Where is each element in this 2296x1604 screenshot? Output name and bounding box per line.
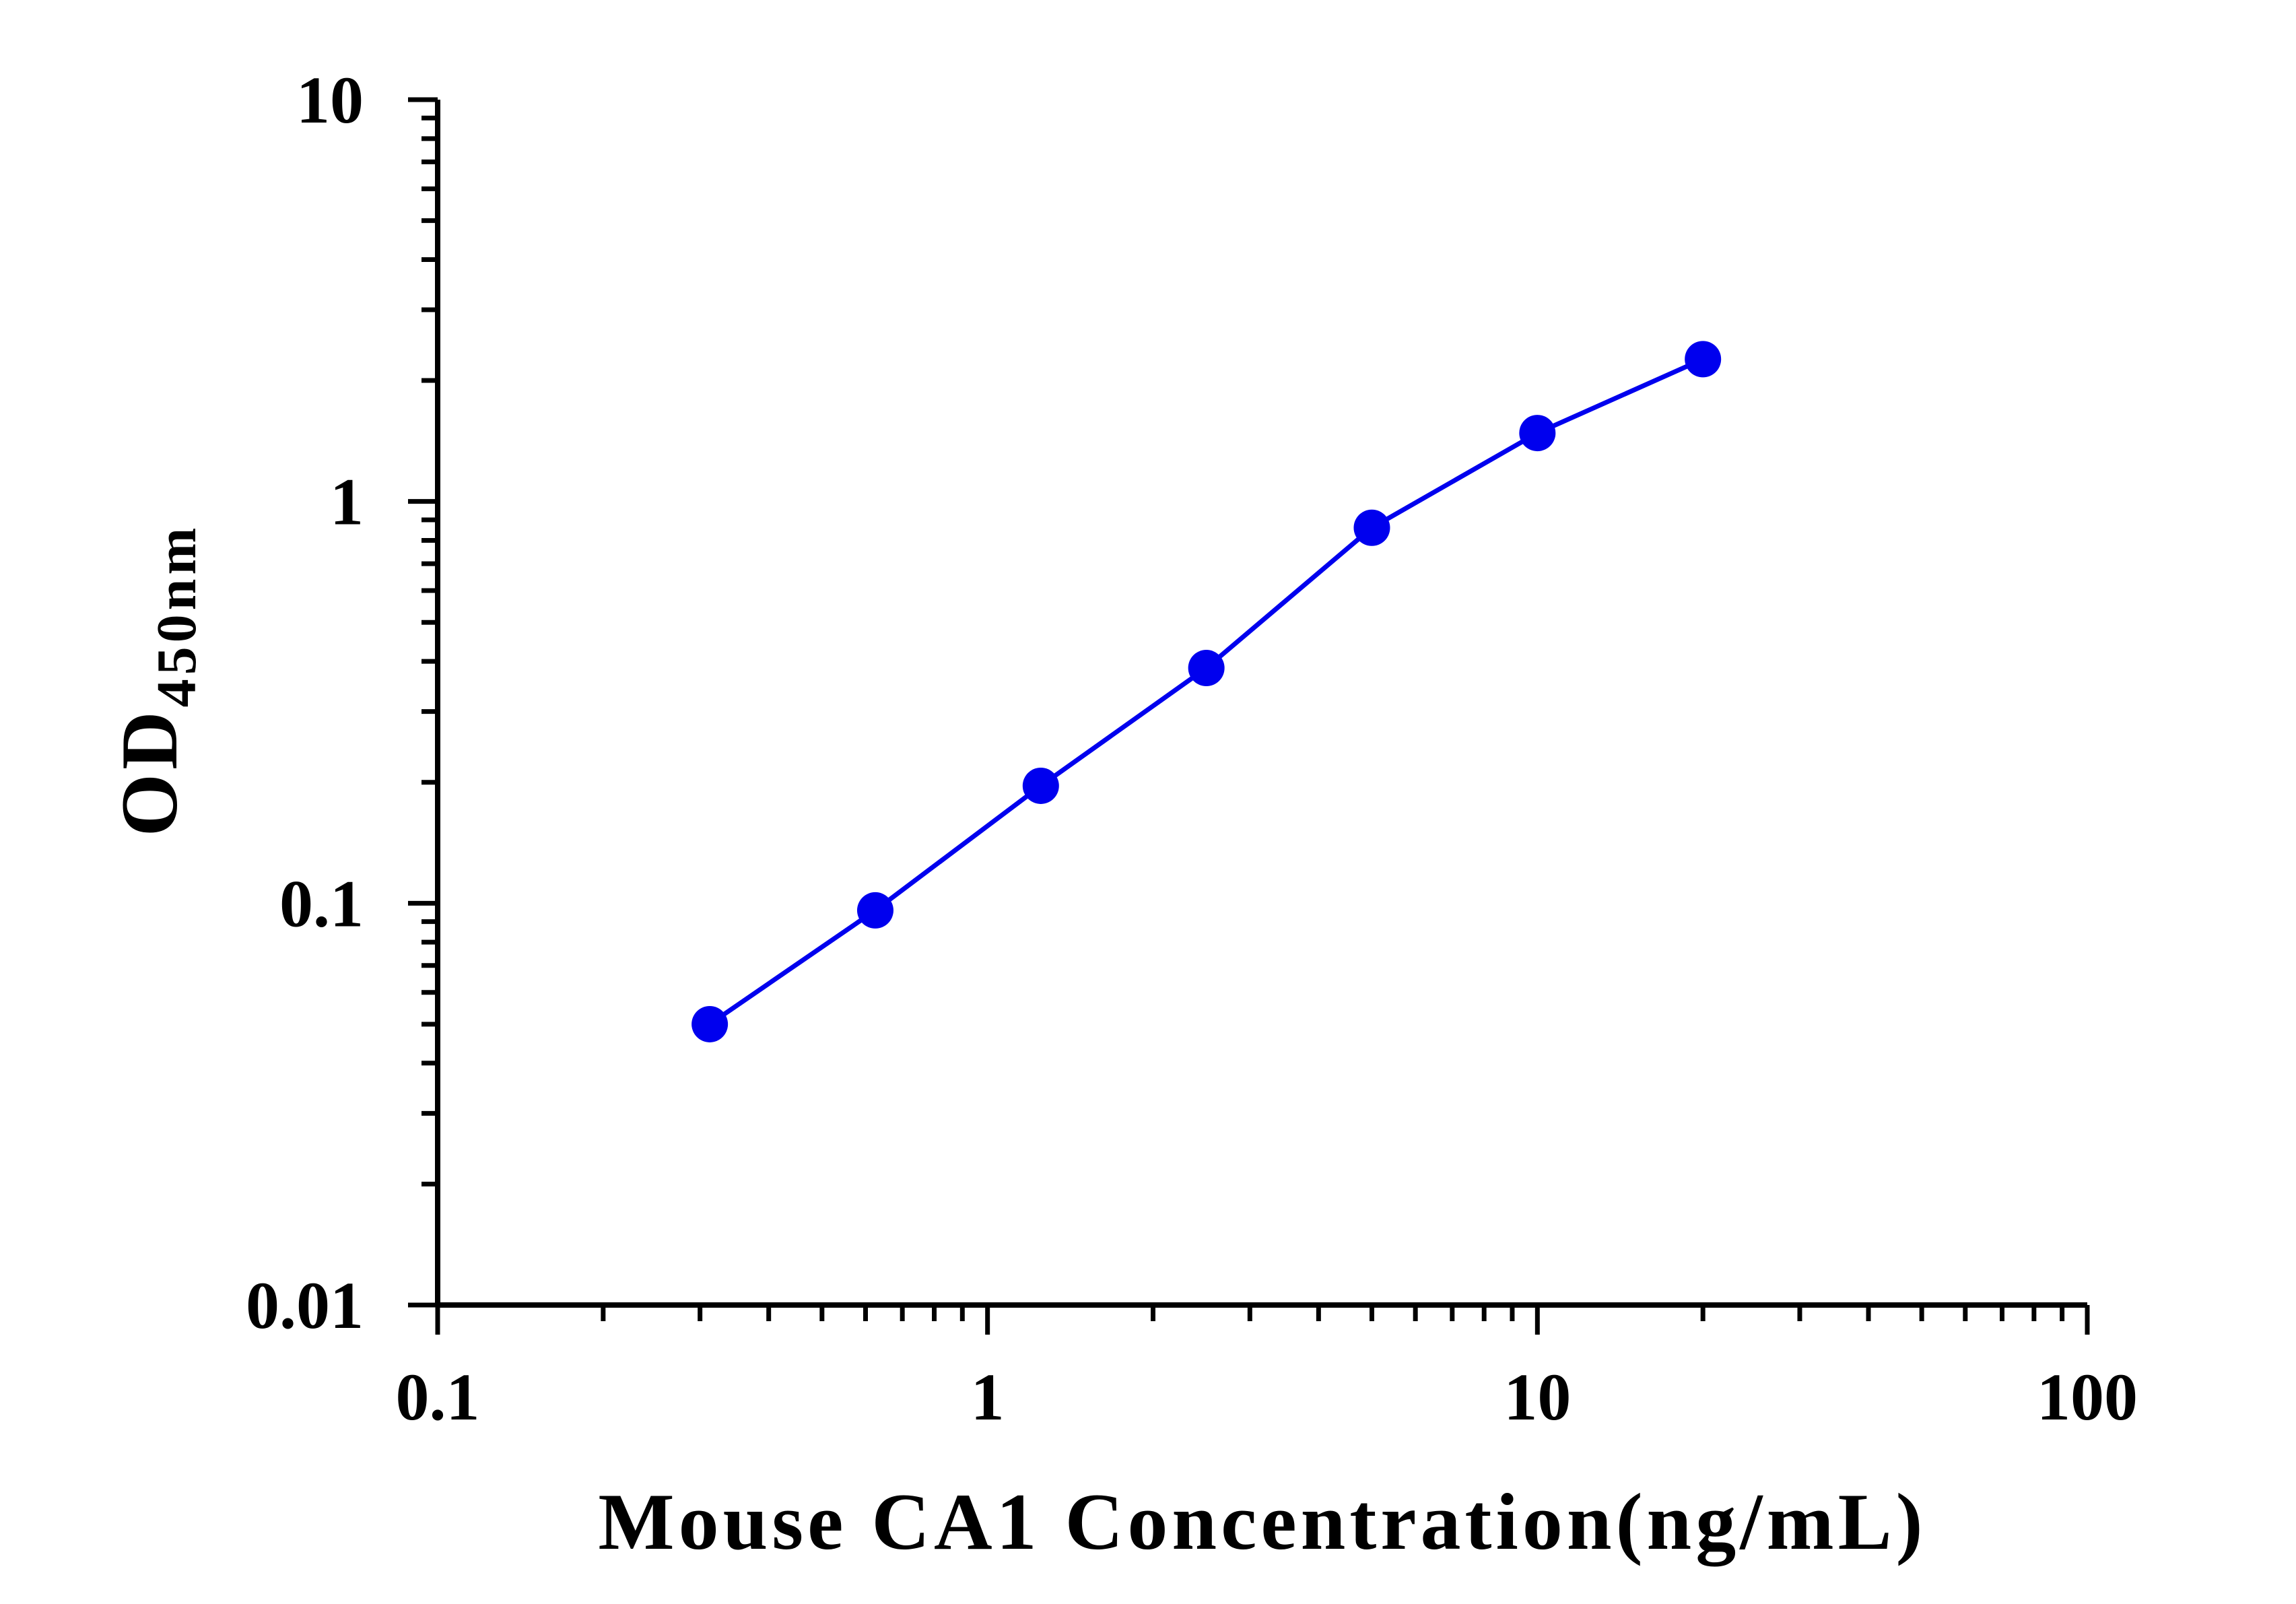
y-axis: 0.01 0.1 1 10 — [246, 63, 440, 1343]
data-point — [1188, 650, 1225, 687]
y-tick-label: 0.1 — [279, 866, 364, 941]
data-point — [1353, 509, 1390, 546]
x-tick-label: 10 — [1504, 1360, 1571, 1434]
series-line — [708, 357, 1704, 1026]
y-tick-label: 1 — [330, 465, 364, 539]
data-point — [1519, 415, 1556, 452]
y-tick-label: 10 — [296, 63, 364, 137]
x-axis: 0.1 1 10 100 — [396, 1302, 2138, 1434]
data-point — [1022, 767, 1059, 804]
x-tick-label: 1 — [971, 1360, 1005, 1434]
data-point — [691, 1005, 729, 1042]
x-axis-title: Mouse CA1 Concentration(ng/mL) — [598, 1477, 1926, 1567]
y-axis-title: OD450nm — [104, 524, 208, 837]
y-tick-label: 0.01 — [246, 1268, 364, 1343]
y-axis-title-subscript: 450nm — [145, 524, 208, 708]
x-tick-label: 0.1 — [396, 1360, 480, 1434]
data-point — [856, 892, 893, 929]
x-tick-label: 100 — [2037, 1360, 2138, 1434]
data-series — [691, 341, 1722, 1042]
y-axis-title-main: OD — [104, 707, 194, 836]
data-point — [1685, 341, 1722, 378]
